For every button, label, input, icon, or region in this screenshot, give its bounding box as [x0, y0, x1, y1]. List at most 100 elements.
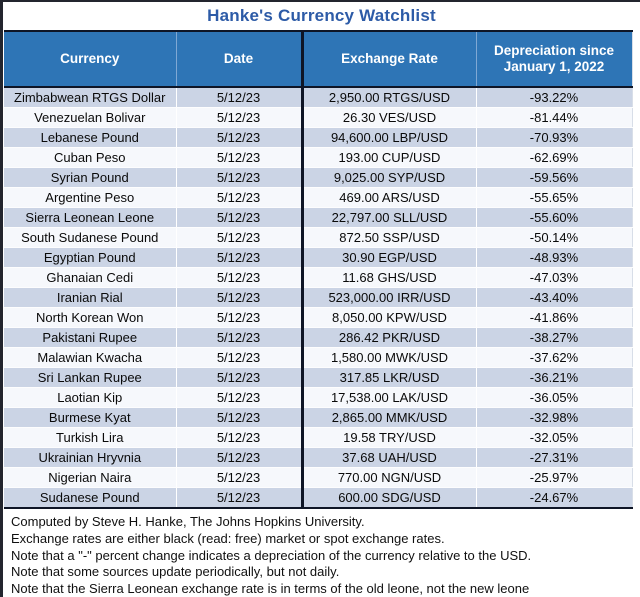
page-title: Hanke's Currency Watchlist [207, 6, 436, 25]
column-header-date: Date [175, 30, 302, 88]
cell-currency: Sierra Leonean Leone [4, 207, 176, 228]
cell-date: 5/12/23 [175, 407, 302, 428]
cell-depreciation: -50.14% [475, 227, 632, 248]
cell-exchange-rate: 193.00 CUP/USD [300, 147, 476, 168]
cell-exchange-rate: 30.90 EGP/USD [300, 247, 476, 268]
cell-depreciation: -36.21% [475, 367, 632, 388]
cell-exchange-rate: 770.00 NGN/USD [300, 467, 476, 488]
cell-date: 5/12/23 [175, 447, 302, 468]
footer-notes: Computed by Steve H. Hanke, The Johns Ho… [3, 509, 640, 597]
cell-exchange-rate: 317.85 LKR/USD [300, 367, 476, 388]
cell-date: 5/12/23 [175, 347, 302, 368]
cell-depreciation: -32.05% [475, 427, 632, 448]
cell-exchange-rate: 19.58 TRY/USD [300, 427, 476, 448]
cell-exchange-rate: 8,050.00 KPW/USD [300, 307, 476, 328]
cell-currency: Sri Lankan Rupee [4, 367, 176, 388]
cell-date: 5/12/23 [175, 327, 302, 348]
cell-currency: Burmese Kyat [4, 407, 176, 428]
column-header-currency: Currency [4, 30, 176, 88]
table-row: Laotian Kip 5/12/23 17,538.00 LAK/USD -36.0… [4, 387, 632, 408]
cell-exchange-rate: 26.30 VES/USD [300, 107, 476, 128]
table-row: Sierra Leonean Leone 5/12/23 22,797.00 SLL… [4, 207, 632, 228]
cell-depreciation: -38.27% [475, 327, 632, 348]
cell-exchange-rate: 17,538.00 LAK/USD [300, 387, 476, 408]
table-row: Syrian Pound 5/12/23 9,025.00 SYP/USD -59.5… [4, 167, 632, 188]
table-row: Cuban Peso 5/12/23 193.00 CUP/USD -62.69% [4, 147, 632, 168]
cell-date: 5/12/23 [175, 127, 302, 148]
cell-date: 5/12/23 [175, 427, 302, 448]
cell-date: 5/12/23 [175, 227, 302, 248]
table-header: Currency Date Exchange Rate Depreciation… [4, 30, 632, 88]
table-row: Sri Lankan Rupee 5/12/23 317.85 LKR/USD -36… [4, 367, 632, 388]
cell-depreciation: -47.03% [475, 267, 632, 288]
cell-exchange-rate: 523,000.00 IRR/USD [300, 287, 476, 308]
cell-date: 5/12/23 [175, 367, 302, 388]
footer-note: Note that a "-" percent change indicates… [11, 547, 532, 563]
cell-currency: Argentine Peso [4, 187, 176, 208]
cell-currency: Laotian Kip [4, 387, 176, 408]
cell-exchange-rate: 2,950.00 RTGS/USD [300, 87, 476, 108]
table-row: Nigerian Naira 5/12/23 770.00 NGN/USD -25.9… [4, 467, 632, 488]
table-row: Ukrainian Hryvnia 5/12/23 37.68 UAH/USD -27… [4, 447, 632, 468]
table-row: Malawian Kwacha 5/12/23 1,580.00 MWK/USD -3… [4, 347, 632, 368]
cell-date: 5/12/23 [175, 187, 302, 208]
cell-currency: Nigerian Naira [4, 467, 176, 488]
table-row: South Sudanese Pound 5/12/23 872.50 SSP/US… [4, 227, 632, 248]
cell-depreciation: -25.97% [475, 467, 632, 488]
cell-date: 5/12/23 [175, 287, 302, 308]
cell-date: 5/12/23 [175, 107, 302, 128]
cell-date: 5/12/23 [175, 247, 302, 268]
cell-date: 5/12/23 [175, 87, 302, 108]
cell-exchange-rate: 37.68 UAH/USD [300, 447, 476, 468]
currency-table: Currency Date Exchange Rate Depreciation… [4, 30, 633, 509]
cell-date: 5/12/23 [175, 387, 302, 408]
cell-currency: Ghanaian Cedi [4, 267, 176, 288]
cell-currency: Zimbabwean RTGS Dollar [4, 87, 176, 108]
table-row: Zimbabwean RTGS Dollar 5/12/23 2,950.00 RT… [4, 87, 632, 108]
table-row: Venezuelan Bolivar 5/12/23 26.30 VES/USD -8… [4, 107, 632, 128]
cell-currency: Turkish Lira [4, 427, 176, 448]
cell-date: 5/12/23 [175, 167, 302, 188]
cell-depreciation: -32.98% [475, 407, 632, 428]
cell-exchange-rate: 600.00 SDG/USD [300, 487, 476, 509]
table-row: Burmese Kyat 5/12/23 2,865.00 MMK/USD -32.9… [4, 407, 632, 428]
cell-currency: Pakistani Rupee [4, 327, 176, 348]
cell-date: 5/12/23 [175, 267, 302, 288]
cell-depreciation: -36.05% [475, 387, 632, 408]
column-header-depreciation: Depreciation since January 1, 2022 [475, 30, 632, 88]
column-header-exchange-rate: Exchange Rate [300, 30, 476, 88]
table-row: Sudanese Pound 5/12/23 600.00 SDG/USD -24.6… [4, 487, 632, 509]
cell-date: 5/12/23 [175, 147, 302, 168]
table-body: Zimbabwean RTGS Dollar 5/12/23 2,950.00 RT… [4, 87, 632, 509]
cell-currency: Cuban Peso [4, 147, 176, 168]
table-row: North Korean Won 5/12/23 8,050.00 KPW/USD -… [4, 307, 632, 328]
cell-exchange-rate: 286.42 PKR/USD [300, 327, 476, 348]
cell-depreciation: -24.67% [475, 487, 632, 509]
header-row: Currency Date Exchange Rate Depreciation… [4, 30, 632, 88]
cell-exchange-rate: 1,580.00 MWK/USD [300, 347, 476, 368]
cell-depreciation: -59.56% [475, 167, 632, 188]
table-row: Lebanese Pound 5/12/23 94,600.00 LBP/USD -7… [4, 127, 632, 148]
cell-date: 5/12/23 [175, 207, 302, 228]
cell-currency: Sudanese Pound [4, 487, 176, 509]
cell-exchange-rate: 2,865.00 MMK/USD [300, 407, 476, 428]
cell-currency: Ukrainian Hryvnia [4, 447, 176, 468]
cell-currency: Venezuelan Bolivar [4, 107, 176, 128]
cell-depreciation: -48.93% [475, 247, 632, 268]
cell-exchange-rate: 469.00 ARS/USD [300, 187, 476, 208]
footer-note: Note that the Sierra Leonean exchange ra… [11, 581, 530, 597]
cell-exchange-rate: 872.50 SSP/USD [300, 227, 476, 248]
cell-exchange-rate: 94,600.00 LBP/USD [300, 127, 476, 148]
table-row: Turkish Lira 5/12/23 19.58 TRY/USD -32.05% [4, 427, 632, 448]
cell-depreciation: -55.65% [475, 187, 632, 208]
cell-currency: Malawian Kwacha [4, 347, 176, 368]
cell-depreciation: -70.93% [475, 127, 632, 148]
cell-date: 5/12/23 [175, 307, 302, 328]
cell-depreciation: -55.60% [475, 207, 632, 228]
footer-note: Exchange rates are either black (read: f… [11, 530, 445, 546]
cell-depreciation: -62.69% [475, 147, 632, 168]
cell-depreciation: -81.44% [475, 107, 632, 128]
cell-currency: Lebanese Pound [4, 127, 176, 148]
table-row: Ghanaian Cedi 5/12/23 11.68 GHS/USD -47.03% [4, 267, 632, 288]
